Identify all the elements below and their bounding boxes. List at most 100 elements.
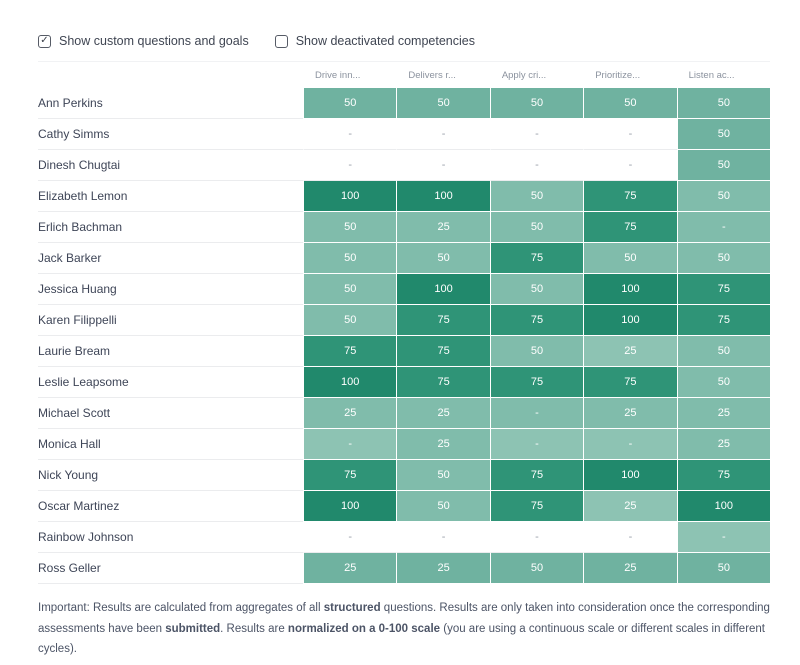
heatmap-cell[interactable]: 75 — [396, 336, 490, 367]
table-row: Ross Geller 25 25 50 25 50 — [38, 553, 771, 584]
heatmap-cell[interactable]: 50 — [489, 88, 584, 119]
heatmap-cell[interactable]: 75 — [676, 305, 771, 336]
heatmap-cell[interactable]: 100 — [583, 274, 677, 305]
heatmap-cell[interactable]: - — [396, 522, 490, 553]
heatmap-cell[interactable]: 50 — [303, 274, 397, 305]
heatmap-cell[interactable]: 50 — [396, 491, 490, 522]
row-name: Ross Geller — [38, 553, 303, 584]
heatmap-cell[interactable]: 100 — [303, 491, 397, 522]
heatmap-cell[interactable]: - — [676, 212, 771, 243]
heatmap-cell[interactable]: 25 — [396, 553, 490, 584]
heatmap-cell[interactable]: 50 — [676, 150, 771, 181]
table-row: Karen Filippelli 50 75 75 100 75 — [38, 305, 771, 336]
heatmap-cell[interactable]: 75 — [489, 367, 584, 398]
heatmap-cell[interactable]: - — [583, 150, 677, 181]
heatmap-cell[interactable]: 75 — [489, 460, 584, 491]
checkbox-show-deactivated-competencies[interactable]: Show deactivated competencies — [274, 34, 475, 48]
footer-bold-text: submitted — [165, 622, 221, 635]
heatmap-cell[interactable]: 50 — [676, 367, 771, 398]
heatmap-cell[interactable]: - — [303, 119, 397, 150]
heatmap-cell[interactable]: 100 — [396, 181, 490, 212]
heatmap-cell[interactable]: - — [303, 522, 397, 553]
heatmap-cell[interactable]: 75 — [676, 274, 771, 305]
heatmap-cell[interactable]: - — [303, 150, 397, 181]
heatmap-cell[interactable]: 25 — [676, 398, 771, 429]
footer-bold-text: structured — [323, 602, 381, 614]
heatmap-cell[interactable]: 50 — [583, 243, 677, 274]
heatmap-cell[interactable]: 75 — [583, 212, 677, 243]
heatmap-cell[interactable]: - — [489, 522, 584, 553]
heatmap-cell[interactable]: 50 — [396, 243, 490, 274]
table-row: Jack Barker 50 50 75 50 50 — [38, 243, 771, 274]
heatmap-cell[interactable]: - — [489, 398, 584, 429]
heatmap-cell[interactable]: 75 — [396, 367, 490, 398]
heatmap-cell[interactable]: 50 — [676, 336, 771, 367]
heatmap-cell[interactable]: 50 — [303, 305, 397, 336]
heatmap-cell[interactable]: 25 — [396, 429, 490, 460]
heatmap-cell[interactable]: 25 — [396, 212, 490, 243]
table-row: Oscar Martinez 100 50 75 25 100 — [38, 491, 771, 522]
heatmap-cell[interactable]: 50 — [303, 243, 397, 274]
heatmap-cell[interactable]: 50 — [676, 181, 771, 212]
heatmap-cell[interactable]: 75 — [396, 305, 490, 336]
heatmap-cell[interactable]: - — [396, 150, 490, 181]
heatmap-cell[interactable]: 75 — [489, 305, 584, 336]
heatmap-cell[interactable]: - — [489, 429, 584, 460]
heatmap-cell[interactable]: 75 — [303, 336, 397, 367]
heatmap-cell[interactable]: 50 — [676, 243, 771, 274]
row-name: Nick Young — [38, 460, 303, 491]
heatmap-cell[interactable]: 50 — [303, 212, 397, 243]
heatmap-cell[interactable]: - — [489, 119, 584, 150]
heatmap-cell[interactable]: 100 — [303, 181, 397, 212]
heatmap-cell[interactable]: 50 — [583, 88, 677, 119]
heatmap-cell[interactable]: 25 — [583, 553, 677, 584]
heatmap-cell[interactable]: 25 — [583, 491, 677, 522]
heatmap-cell[interactable]: 25 — [583, 336, 677, 367]
heatmap-cell[interactable]: 50 — [676, 119, 771, 150]
heatmap-cell[interactable]: 50 — [676, 88, 771, 119]
heatmap-cell[interactable]: 50 — [489, 212, 584, 243]
heatmap-cell[interactable]: 75 — [583, 367, 677, 398]
heatmap-cell[interactable]: 50 — [489, 181, 584, 212]
heatmap-cell[interactable]: 50 — [396, 88, 490, 119]
heatmap-cell[interactable]: 100 — [676, 491, 771, 522]
heatmap-cell[interactable]: 50 — [489, 274, 584, 305]
heatmap-cell[interactable]: 75 — [489, 491, 584, 522]
heatmap-cell[interactable]: 50 — [489, 553, 584, 584]
heatmap-cell[interactable]: 75 — [676, 460, 771, 491]
checkbox-show-custom-questions-and-goals[interactable]: ✓ Show custom questions and goals — [38, 34, 249, 48]
heatmap-cell[interactable]: 25 — [303, 553, 397, 584]
heatmap-cell[interactable]: 25 — [676, 429, 771, 460]
heatmap-cell[interactable]: 100 — [583, 460, 677, 491]
checkbox-label: Show deactivated competencies — [295, 34, 475, 48]
heatmap-cell[interactable]: 100 — [583, 305, 677, 336]
heatmap-cell[interactable]: - — [583, 429, 677, 460]
heatmap-cell[interactable]: 75 — [583, 181, 677, 212]
heatmap-cell[interactable]: 100 — [303, 367, 397, 398]
table-row: Monica Hall -25- -25 — [38, 429, 771, 460]
heatmap-cell[interactable]: 25 — [303, 398, 397, 429]
heatmap-cell[interactable]: - — [583, 119, 677, 150]
heatmap-cell[interactable]: 50 — [489, 336, 584, 367]
table-row: Michael Scott 25 25-25 25 — [38, 398, 771, 429]
heatmap-cell[interactable]: 50 — [396, 460, 490, 491]
heatmap-cell[interactable]: - — [489, 150, 584, 181]
table-row: Jessica Huang 50 100 50 100 75 — [38, 274, 771, 305]
heatmap-cell[interactable]: 25 — [396, 398, 490, 429]
heatmap-cell[interactable]: 100 — [396, 274, 490, 305]
heatmap-cell[interactable]: 50 — [676, 553, 771, 584]
row-name: Oscar Martinez — [38, 491, 303, 522]
column-header-delivers-r: Delivers r... — [408, 69, 456, 81]
heatmap-cell[interactable]: 75 — [489, 243, 584, 274]
heatmap-cell[interactable]: - — [396, 119, 490, 150]
heatmap-cell[interactable]: 25 — [583, 398, 677, 429]
row-name: Michael Scott — [38, 398, 303, 429]
heatmap-cell[interactable]: - — [583, 522, 677, 553]
heatmap-cell[interactable]: - — [676, 522, 771, 553]
heatmap-cell[interactable]: - — [303, 429, 397, 460]
row-name: Karen Filippelli — [38, 305, 303, 336]
heatmap-cell[interactable]: 75 — [303, 460, 397, 491]
checkbox-label: Show custom questions and goals — [59, 34, 249, 48]
heatmap-cell[interactable]: 50 — [303, 88, 397, 119]
column-header-apply-cri: Apply cri... — [501, 69, 547, 81]
